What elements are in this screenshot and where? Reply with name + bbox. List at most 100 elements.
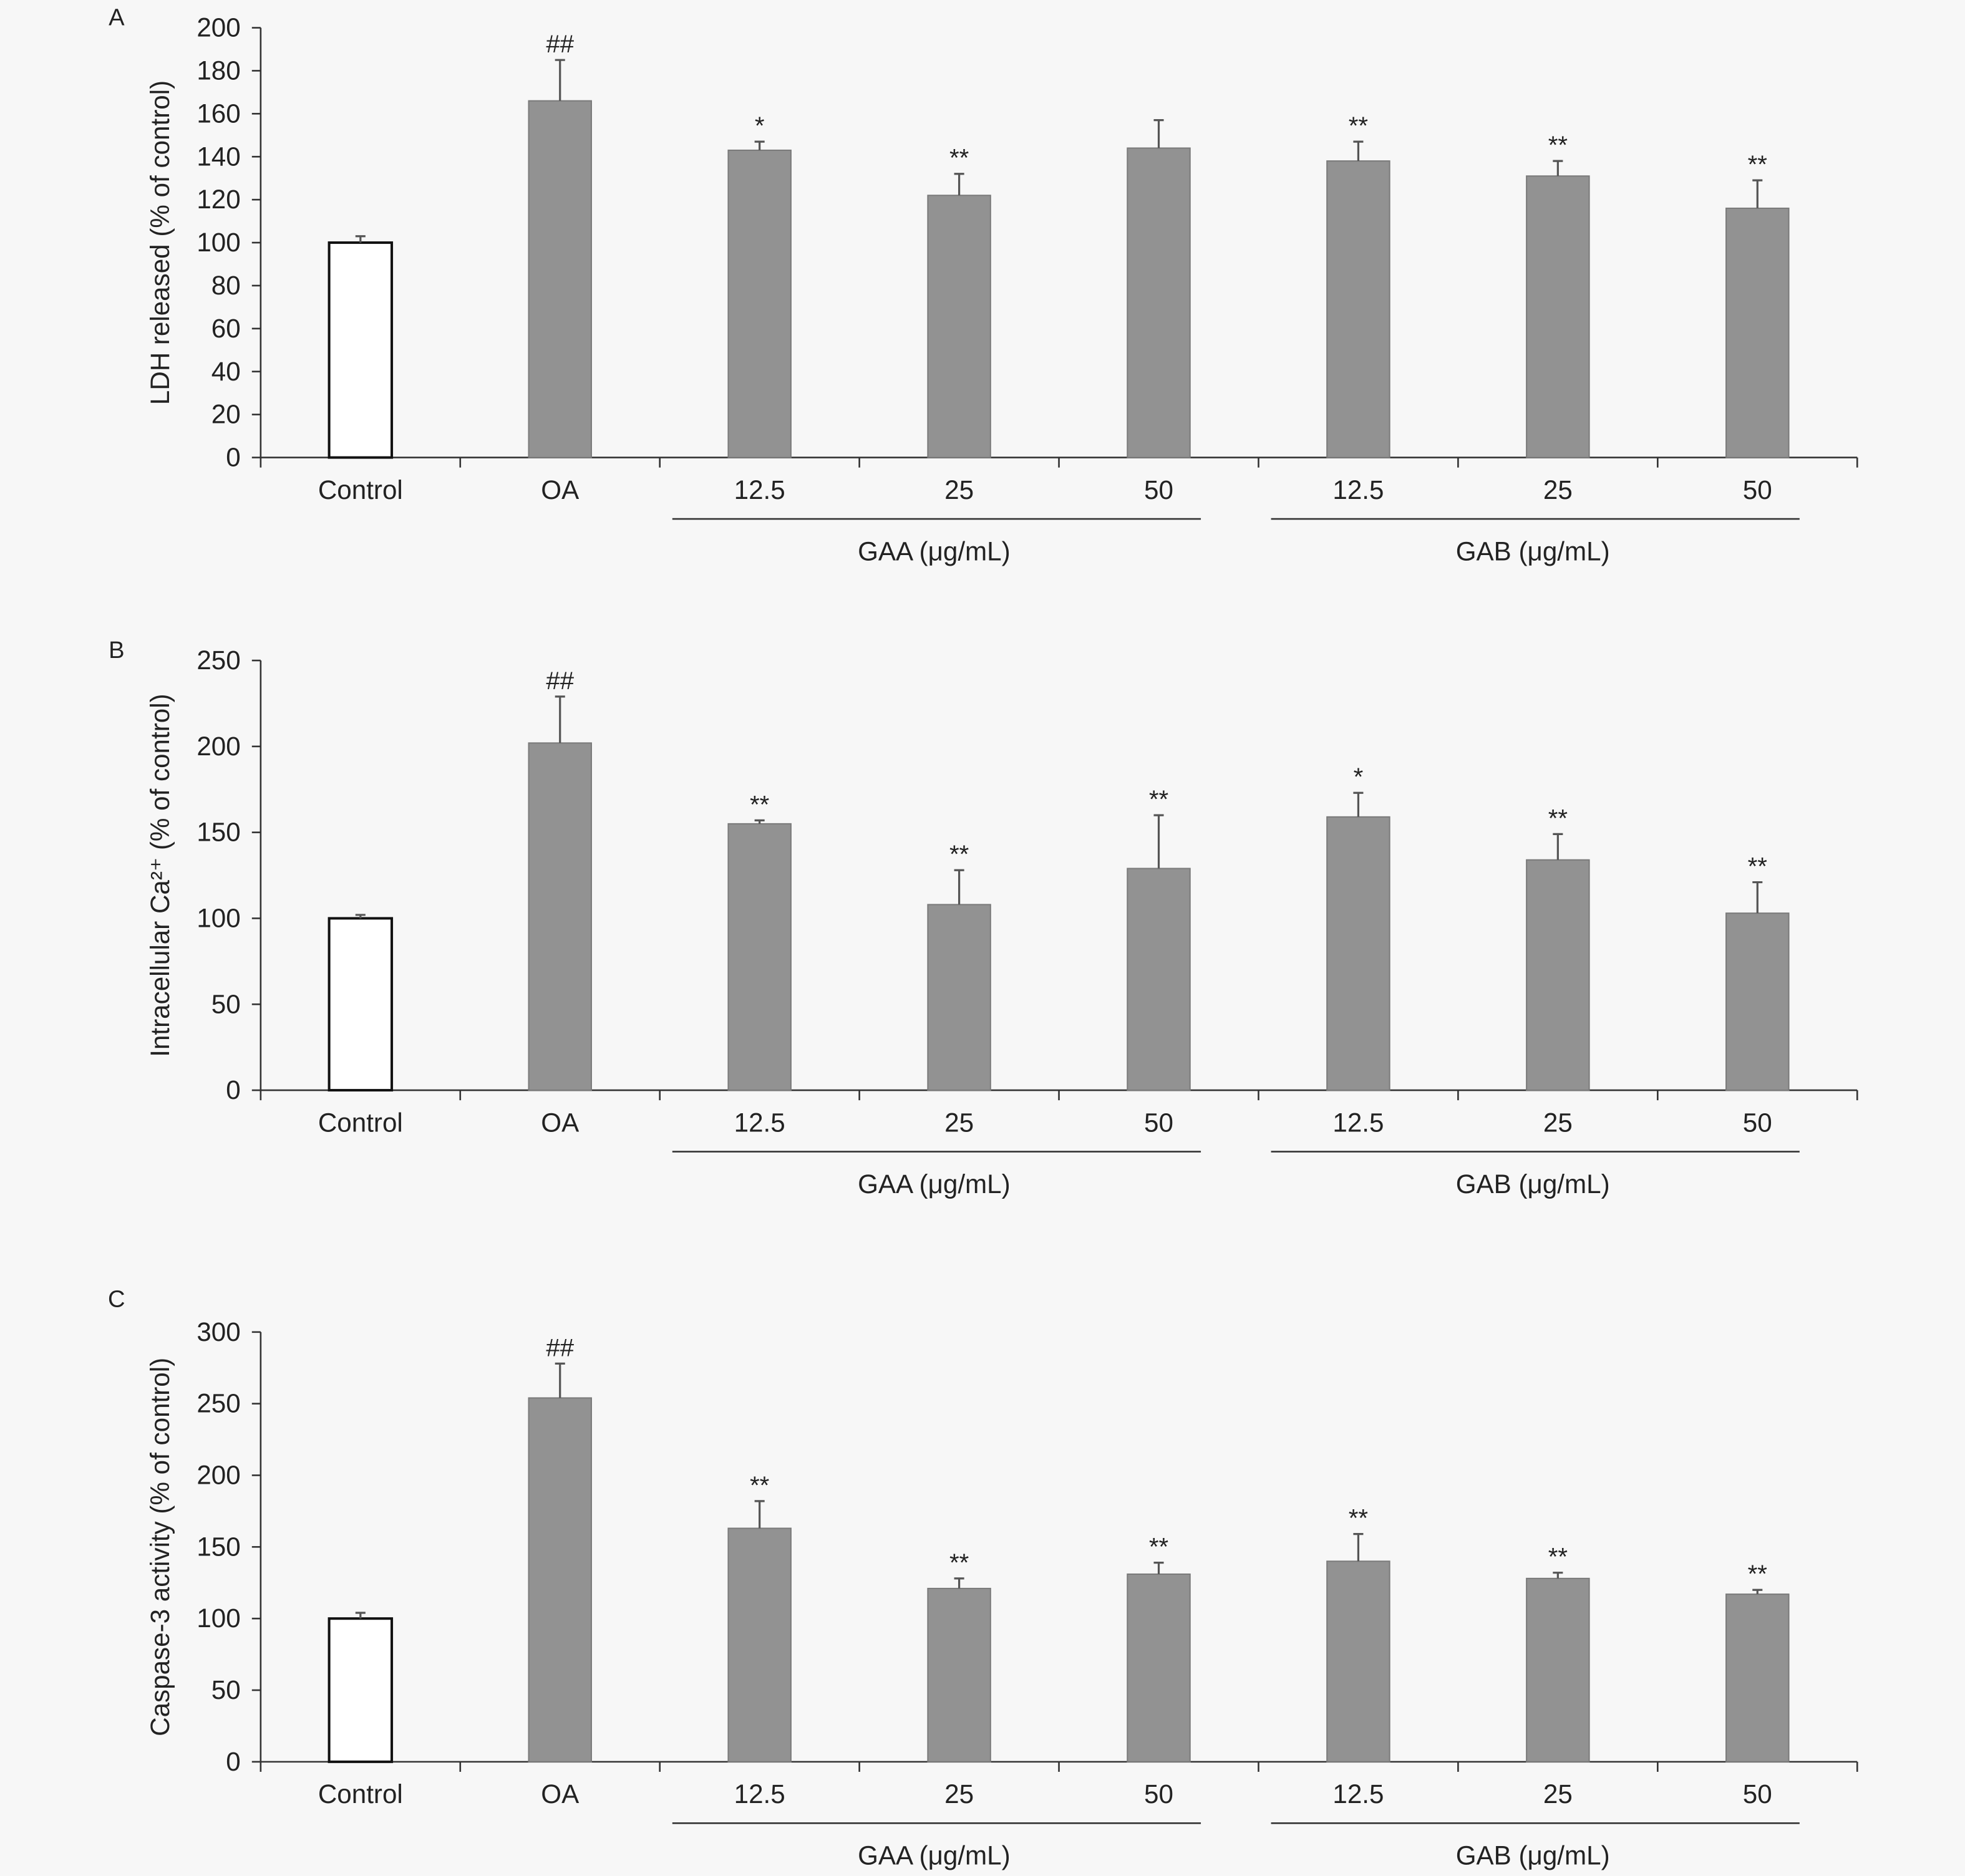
significance-label: ** xyxy=(1149,785,1168,813)
significance-label: * xyxy=(755,112,765,140)
x-category-label: 50 xyxy=(1743,1108,1772,1137)
group-label: GAA (μg/mL) xyxy=(858,1841,1011,1870)
y-tick-label: 40 xyxy=(211,357,241,386)
panel-letter: C xyxy=(108,1286,125,1313)
y-tick-label: 250 xyxy=(196,645,240,675)
y-tick-label: 60 xyxy=(211,314,241,343)
significance-label: ** xyxy=(949,144,969,172)
group-label: GAA (μg/mL) xyxy=(858,536,1011,566)
x-category-label: 25 xyxy=(1543,1779,1573,1809)
y-tick-label: 200 xyxy=(196,1461,240,1490)
significance-label: ## xyxy=(546,30,574,58)
bar-6 xyxy=(1326,160,1390,458)
y-axis-label: Intracellular Ca²⁺ (% of control) xyxy=(145,694,175,1056)
y-tick-label: 160 xyxy=(196,99,240,128)
bar-7 xyxy=(1526,175,1590,458)
x-category-label: Control xyxy=(318,1779,403,1809)
bar-3 xyxy=(727,823,792,1091)
bar-8 xyxy=(1725,912,1790,1091)
bar-4 xyxy=(927,1587,991,1762)
x-category-label: 50 xyxy=(1144,1779,1173,1809)
y-tick-label: 100 xyxy=(196,228,240,257)
y-tick-label: 200 xyxy=(196,732,240,761)
significance-label: ** xyxy=(1548,1543,1568,1571)
significance-label: ** xyxy=(1748,150,1767,178)
bar-3 xyxy=(727,1527,792,1762)
x-category-label: 12.5 xyxy=(734,1779,785,1809)
significance-label: ** xyxy=(1548,131,1568,159)
y-tick-label: 150 xyxy=(196,1532,240,1561)
x-category-label: 50 xyxy=(1743,1779,1772,1809)
y-tick-label: 250 xyxy=(196,1389,240,1418)
x-category-label: 25 xyxy=(944,1779,974,1809)
x-category-label: OA xyxy=(541,475,580,505)
significance-label: ## xyxy=(546,1333,574,1361)
bar-1 xyxy=(328,1617,394,1763)
y-tick-label: 140 xyxy=(196,142,240,171)
significance-label: ** xyxy=(1349,1504,1368,1532)
significance-label: ** xyxy=(1548,804,1568,832)
y-tick-label: 0 xyxy=(226,1075,240,1105)
panel-c: C 0 50 100 150 200 250 300 Caspase-3 activity (%… xyxy=(108,1286,1858,1870)
y-tick-label: 200 xyxy=(196,13,240,42)
bar-8 xyxy=(1725,207,1790,458)
y-tick-label: 0 xyxy=(226,1747,240,1776)
y-tick-label: 100 xyxy=(196,904,240,933)
bar-6 xyxy=(1326,1560,1390,1762)
significance-label: ** xyxy=(750,1471,769,1499)
y-axis-label: LDH released (% of control) xyxy=(145,80,175,405)
y-tick-label: 100 xyxy=(196,1603,240,1633)
x-category-label: 12.5 xyxy=(734,1108,785,1137)
x-category-label: 50 xyxy=(1743,475,1772,505)
panel-letter: B xyxy=(109,637,124,664)
y-tick-label: 180 xyxy=(196,56,240,85)
y-tick-label: 80 xyxy=(211,271,241,300)
panel-letter: A xyxy=(109,4,125,31)
x-category-label: Control xyxy=(318,475,403,505)
panel-b: B 0 50 100 150 200 250 Intracellular Ca²⁺ (% of… xyxy=(109,637,1858,1199)
y-tick-label: 0 xyxy=(226,443,240,472)
x-category-label: OA xyxy=(541,1779,580,1809)
bar-4 xyxy=(927,904,991,1091)
y-axis-label: Caspase-3 activity (% of control) xyxy=(145,1358,175,1736)
bar-7 xyxy=(1526,1577,1590,1762)
significance-label: ** xyxy=(949,840,969,868)
significance-label: ** xyxy=(750,790,769,818)
significance-label: ** xyxy=(1349,112,1368,140)
bar-2 xyxy=(528,742,592,1091)
significance-label: ** xyxy=(1748,853,1767,881)
bar-1 xyxy=(328,917,394,1092)
x-category-label: 12.5 xyxy=(1332,475,1384,505)
bar-5 xyxy=(1127,147,1191,458)
x-category-label: OA xyxy=(541,1108,580,1137)
y-tick-label: 50 xyxy=(211,1675,241,1704)
x-category-label: 12.5 xyxy=(734,475,785,505)
significance-label: * xyxy=(1354,763,1364,791)
plots-root: A 0 20 40 60 80 100 120 140 160 180 200 LDH released… xyxy=(108,4,1858,1870)
y-tick-label: 120 xyxy=(196,185,240,214)
bar-1 xyxy=(328,241,394,459)
group-label: GAB (μg/mL) xyxy=(1456,1841,1610,1870)
bar-6 xyxy=(1326,816,1390,1091)
x-category-label: 12.5 xyxy=(1332,1108,1384,1137)
group-label: GAA (μg/mL) xyxy=(858,1169,1011,1199)
panel-a: A 0 20 40 60 80 100 120 140 160 180 200 LDH released… xyxy=(109,4,1858,566)
bar-5 xyxy=(1127,868,1191,1091)
y-tick-label: 150 xyxy=(196,818,240,847)
bar-2 xyxy=(528,1397,592,1762)
y-tick-label: 20 xyxy=(211,400,241,429)
x-category-label: 50 xyxy=(1144,1108,1173,1137)
x-category-label: 25 xyxy=(1543,1108,1573,1137)
x-category-label: 25 xyxy=(944,475,974,505)
bar-3 xyxy=(727,149,792,458)
group-label: GAB (μg/mL) xyxy=(1456,1169,1610,1199)
bar-4 xyxy=(927,195,991,458)
x-category-label: Control xyxy=(318,1108,403,1137)
significance-label: ## xyxy=(546,667,574,695)
y-tick-label: 50 xyxy=(211,989,241,1018)
bar-7 xyxy=(1526,859,1590,1091)
bar-5 xyxy=(1127,1573,1191,1762)
x-category-label: 25 xyxy=(1543,475,1573,505)
bar-2 xyxy=(528,100,592,458)
